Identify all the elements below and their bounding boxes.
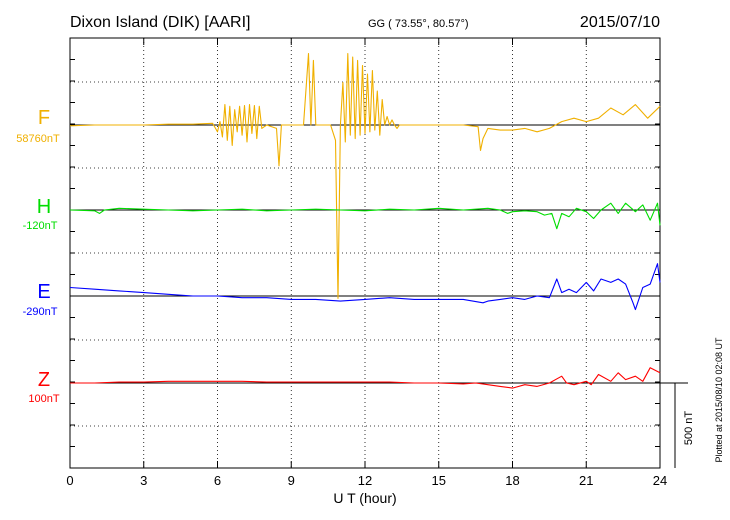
grid-lines <box>70 38 660 468</box>
plot-date: 2015/07/10 <box>580 14 660 31</box>
channel-traces <box>69 53 661 389</box>
x-axis-label: U T (hour) <box>333 490 396 506</box>
baseline-label-z: 100nT <box>28 393 59 405</box>
x-tick-label-12: 12 <box>358 473 372 488</box>
x-tick-label-3: 3 <box>140 473 147 488</box>
channel-label-h: H <box>37 196 51 218</box>
scale-bar-label: 500 nT <box>683 411 695 446</box>
channel-label-e: E <box>37 281 50 303</box>
channel-label-f: F <box>38 107 50 129</box>
trace-z <box>70 367 661 389</box>
x-tick-label-21: 21 <box>579 473 593 488</box>
station-title: Dixon Island (DIK) [AARI] <box>70 14 251 31</box>
x-tick-label-6: 6 <box>214 473 221 488</box>
station-coordinates: GG ( 73.55°, 80.57°) <box>368 18 469 30</box>
x-tick-label-15: 15 <box>432 473 446 488</box>
baseline-label-e: -290nT <box>23 306 58 318</box>
baseline-label-h: -120nT <box>23 220 58 232</box>
trace-h <box>69 202 661 230</box>
trace-f <box>69 53 661 299</box>
x-tick-label-18: 18 <box>505 473 519 488</box>
x-tick-labels: 0 3 6 9 12 15 18 21 24 <box>66 473 667 488</box>
plotted-at-note: Plotted at 2015/08/10 02:08 UT <box>714 337 724 463</box>
axis-ticks <box>69 37 661 469</box>
channel-label-z: Z <box>38 369 50 391</box>
x-tick-label-24: 24 <box>653 473 667 488</box>
baseline-label-f: 58760nT <box>16 133 60 145</box>
x-tick-label-9: 9 <box>288 473 295 488</box>
x-tick-label-0: 0 <box>66 473 73 488</box>
trace-e <box>69 263 661 311</box>
